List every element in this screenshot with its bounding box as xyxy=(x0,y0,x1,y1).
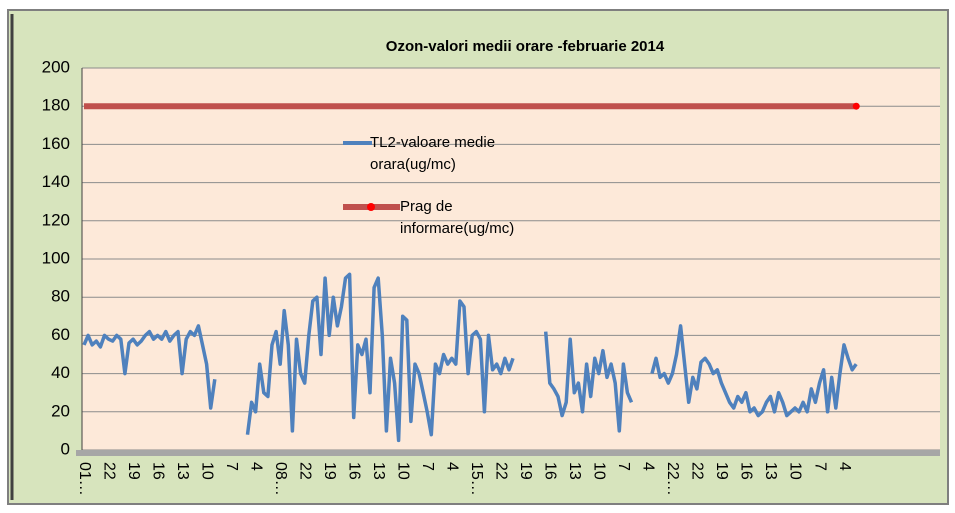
x-tick-label: 22 xyxy=(100,462,117,480)
x-tick-label: 7 xyxy=(615,462,632,471)
x-tick-label: 08… xyxy=(272,462,289,496)
x-tick-label: 15… xyxy=(468,462,485,496)
x-tick-label: 19 xyxy=(125,462,142,480)
x-tick-label: 4 xyxy=(247,462,264,471)
y-tick-label: 80 xyxy=(51,287,70,306)
y-tick-label: 20 xyxy=(51,401,70,420)
x-tick-label: 13 xyxy=(174,462,191,480)
x-tick-label: 16 xyxy=(738,462,755,480)
x-tick-label: 10 xyxy=(198,462,215,480)
y-tick-label: 120 xyxy=(42,210,70,229)
x-tick-label: 4 xyxy=(444,462,461,471)
y-tick-label: 60 xyxy=(51,325,70,344)
legend-label: TL2-valoare medie orara(ug/mc) xyxy=(370,134,496,173)
x-tick-label: 19 xyxy=(517,462,534,480)
series-line xyxy=(82,272,858,443)
x-tick-label: 16 xyxy=(345,462,362,480)
x-tick-label: 16 xyxy=(149,462,166,480)
x-tick-label: 16 xyxy=(542,462,559,480)
x-axis xyxy=(76,450,940,456)
x-tick-label: 7 xyxy=(811,462,828,471)
x-tick-label: 10 xyxy=(591,462,608,480)
legend-label: Prag de informare(ug/mc) xyxy=(400,198,515,237)
y-tick-label: 40 xyxy=(51,363,70,382)
x-tick-label: 13 xyxy=(370,462,387,480)
x-tick-label: 13 xyxy=(762,462,779,480)
x-tick-label: 13 xyxy=(566,462,583,480)
x-tick-label: 10 xyxy=(394,462,411,480)
x-tick-label: 10 xyxy=(787,462,804,480)
legend-marker xyxy=(367,203,375,211)
x-tick-label: 7 xyxy=(223,462,240,471)
y-tick-label: 100 xyxy=(42,248,70,267)
x-tick-label: 22 xyxy=(689,462,706,480)
y-tick-label: 0 xyxy=(61,439,70,458)
y-tick-label: 140 xyxy=(42,172,70,191)
x-tick-label: 22 xyxy=(493,462,510,480)
y-tick-label: 160 xyxy=(42,134,70,153)
x-tick-label: 4 xyxy=(836,462,853,471)
x-tick-label: 19 xyxy=(713,462,730,480)
chart-title: Ozon-valori medii orare -februarie 2014 xyxy=(386,38,665,55)
y-tick-label: 200 xyxy=(42,57,70,76)
x-tick-label: 22 xyxy=(296,462,313,480)
y-tick-label: 180 xyxy=(42,96,70,115)
x-tick-label: 4 xyxy=(640,462,657,471)
line-end-marker xyxy=(852,102,860,110)
x-tick-label: 22… xyxy=(664,462,681,496)
x-tick-label: 19 xyxy=(321,462,338,480)
x-tick-label: 7 xyxy=(419,462,436,471)
x-tick-label: 01… xyxy=(76,462,93,496)
